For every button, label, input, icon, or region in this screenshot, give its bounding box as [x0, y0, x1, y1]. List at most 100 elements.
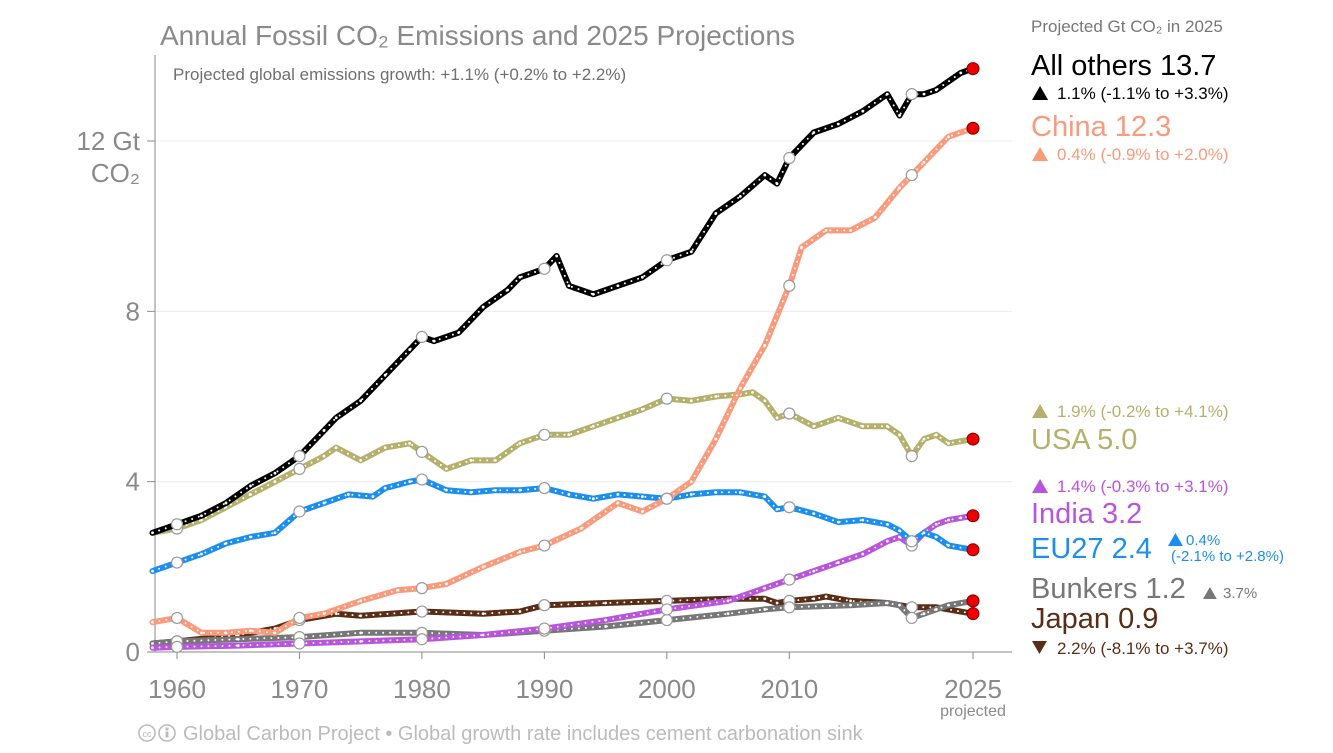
series-china	[149, 121, 980, 636]
decade-marker-eu27	[783, 501, 796, 514]
decade-marker-japan	[538, 599, 551, 612]
chart-subtitle: Projected global emissions growth: +1.1%…	[173, 65, 626, 84]
data-point-japan	[518, 610, 522, 613]
decade-marker-eu27	[538, 481, 551, 495]
data-point-china	[898, 186, 901, 190]
data-point-usa	[494, 458, 497, 462]
data-point-china	[763, 344, 767, 347]
data-point-usa	[922, 437, 926, 441]
data-point-bunkers	[849, 603, 852, 607]
data-point-usa	[689, 399, 693, 403]
data-point-japan	[812, 597, 816, 601]
data-point-usa	[273, 480, 277, 484]
data-point-eu27	[947, 544, 950, 547]
data-point-others	[738, 194, 742, 198]
data-point-china	[445, 582, 448, 586]
decade-marker-bunkers	[905, 611, 918, 625]
x-tick-label: 1990	[515, 674, 573, 704]
decade-marker-eu27	[905, 535, 918, 548]
series-line-usa	[149, 389, 976, 536]
series-dots-usa	[151, 391, 974, 534]
data-point-others	[432, 339, 436, 343]
data-point-india	[726, 599, 730, 603]
legend-label-india: India 3.2	[1031, 498, 1142, 530]
decade-marker-eu27	[170, 556, 184, 569]
data-point-usa	[947, 441, 950, 445]
decade-marker-usa	[660, 392, 673, 405]
data-point-others	[481, 305, 485, 309]
data-point-eu27	[518, 488, 522, 492]
data-point-japan	[604, 601, 608, 605]
y-tick-label: 8	[126, 296, 140, 326]
data-point-china	[616, 501, 620, 505]
data-point-others	[898, 114, 901, 117]
data-point-usa	[861, 424, 865, 428]
data-point-eu27	[273, 531, 277, 535]
decade-marker-others	[293, 450, 306, 463]
data-point-others	[640, 275, 644, 279]
decade-marker-china	[905, 168, 918, 182]
decade-marker-usa	[415, 445, 429, 458]
projection-point-usa	[966, 432, 980, 446]
legend-arrow-up-icon	[1203, 587, 1217, 599]
data-point-japan	[763, 597, 767, 601]
series-dots-china	[151, 127, 974, 634]
data-point-india	[359, 639, 363, 643]
data-point-bunkers	[359, 631, 363, 635]
data-point-usa	[616, 416, 620, 420]
data-point-usa	[322, 454, 326, 458]
data-point-china	[396, 588, 399, 592]
data-point-eu27	[371, 495, 375, 498]
data-point-india	[151, 646, 154, 650]
data-point-others	[383, 373, 387, 377]
series-dots-others	[151, 67, 974, 534]
decade-marker-bunkers	[783, 601, 796, 614]
data-point-usa	[383, 446, 387, 449]
data-point-bunkers	[726, 612, 730, 616]
data-point-others	[151, 531, 154, 535]
series-dots-india	[151, 514, 974, 649]
decade-marker-others	[905, 88, 918, 101]
series-line-others	[149, 65, 976, 536]
y-tick-label: 4	[126, 467, 140, 497]
y-tick-label: 0	[126, 637, 140, 667]
decade-marker-india	[538, 622, 551, 635]
data-point-india	[836, 561, 840, 564]
data-point-eu27	[249, 535, 252, 539]
data-point-china	[824, 229, 828, 232]
data-point-usa	[359, 458, 363, 462]
series-usa	[149, 389, 980, 536]
data-point-india	[861, 552, 865, 556]
data-point-eu27	[224, 542, 228, 545]
data-point-eu27	[689, 493, 693, 496]
data-point-bunkers	[898, 603, 901, 607]
projection-point-eu27	[966, 543, 980, 557]
data-point-eu27	[640, 495, 644, 498]
data-point-india	[947, 518, 950, 522]
data-point-others	[836, 122, 840, 126]
data-point-usa	[445, 467, 448, 471]
x-tick-label: 1960	[148, 674, 206, 704]
data-point-eu27	[836, 520, 840, 524]
data-point-usa	[469, 458, 473, 462]
cc-license-icon: cc	[138, 724, 176, 742]
data-point-others	[518, 275, 522, 279]
decade-marker-china	[660, 492, 673, 505]
data-point-usa	[334, 446, 338, 449]
data-point-india	[898, 535, 901, 539]
chart-footer: Global Carbon Project • Global growth ra…	[183, 723, 864, 745]
data-point-eu27	[151, 569, 154, 573]
series-others	[149, 62, 980, 536]
x-tick-note: projected	[940, 703, 1006, 720]
x-tick-label: 1980	[393, 674, 451, 704]
projection-point-china	[966, 121, 980, 135]
data-point-usa	[249, 493, 252, 496]
data-point-eu27	[775, 507, 779, 511]
data-point-bunkers	[604, 625, 608, 628]
data-point-others	[922, 92, 926, 96]
decade-marker-india	[170, 640, 184, 653]
data-point-china	[359, 599, 363, 603]
data-point-china	[738, 386, 742, 390]
legend-arrow-down-icon	[1032, 641, 1047, 654]
data-point-china	[800, 246, 803, 249]
